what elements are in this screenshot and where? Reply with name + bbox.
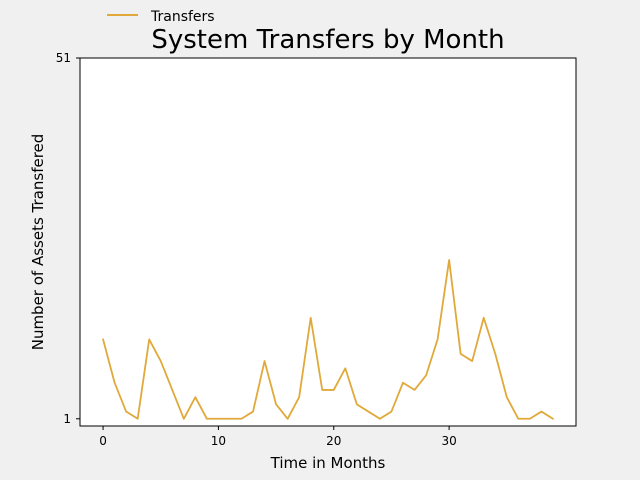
x-tick-label: 0: [99, 434, 107, 448]
chart-title: System Transfers by Month: [151, 25, 504, 55]
series-layer: [102, 259, 554, 420]
x-tick-label: 30: [441, 434, 456, 448]
plot-area: [80, 58, 576, 426]
x-axis-label: Time in Months: [270, 454, 386, 472]
y-tick-label: 1: [63, 412, 71, 426]
x-axis-ticks: 0 10 20 30: [99, 426, 457, 448]
plot-frame: [79, 57, 577, 427]
x-tick-label: 10: [211, 434, 226, 448]
legend-label-transfers: Transfers: [150, 9, 215, 25]
y-axis-ticks: 1 51: [56, 51, 80, 426]
x-tick-label: 20: [326, 434, 341, 448]
y-tick-label: 51: [56, 51, 71, 65]
series-line-transfers: [102, 259, 554, 420]
legend: Transfers: [107, 9, 215, 25]
y-axis-label: Number of Assets Transfered: [29, 134, 47, 351]
